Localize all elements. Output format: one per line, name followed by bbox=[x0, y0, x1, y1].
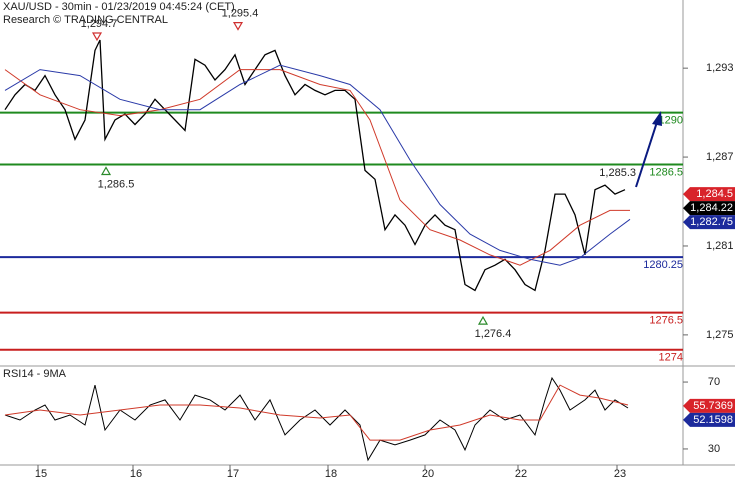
rsi-line bbox=[4, 376, 629, 462]
price-tag bbox=[683, 187, 735, 202]
low-marker bbox=[477, 315, 489, 325]
level-label: 1286.5 bbox=[649, 166, 683, 178]
rsi-title: RSI14 - 9MA bbox=[3, 368, 67, 380]
annotation: 1,285.3 bbox=[599, 167, 636, 179]
price-tag bbox=[683, 201, 735, 216]
moving-average bbox=[4, 69, 630, 266]
projection-arrow bbox=[635, 111, 662, 188]
chart-subtitle: Research © TRADING CENTRAL bbox=[3, 14, 168, 26]
level-label: 1280.25 bbox=[643, 259, 683, 271]
y-tick-label: 1,293 bbox=[706, 62, 734, 74]
y-tick-label: 1,281 bbox=[706, 240, 734, 252]
price-tag-label: 55.7369 bbox=[693, 400, 733, 412]
arrow-head bbox=[652, 111, 662, 126]
x-tick-label: 18 bbox=[325, 468, 337, 480]
x-tick-label: 17 bbox=[227, 468, 239, 480]
price-tag bbox=[683, 398, 735, 413]
price-tag-label: 52.1598 bbox=[693, 414, 733, 426]
x-tick-label: 15 bbox=[35, 468, 47, 480]
high-marker bbox=[91, 32, 103, 42]
rsi-average bbox=[4, 384, 629, 441]
x-tick-label: 22 bbox=[515, 468, 527, 480]
x-tick-label: 23 bbox=[614, 468, 626, 480]
price-tag-label: 1,282.75 bbox=[690, 216, 733, 228]
y-tick-label: 1,275 bbox=[706, 329, 734, 341]
y-tick-label: 1,287 bbox=[706, 151, 734, 163]
moving-average bbox=[4, 64, 631, 266]
x-tick-label: 16 bbox=[130, 468, 142, 480]
price-tag bbox=[683, 412, 735, 427]
rsi-y-tick-label: 30 bbox=[708, 443, 720, 455]
level-label: 1290 bbox=[659, 115, 683, 127]
price-tag-label: 1,284.5 bbox=[696, 188, 733, 200]
x-tick-label: 20 bbox=[422, 468, 434, 480]
price-tag bbox=[683, 215, 735, 230]
rsi-y-tick-label: 70 bbox=[708, 376, 720, 388]
price-tag-label: 1,284.22 bbox=[690, 202, 733, 214]
chart-title: XAU/USD - 30min - 01/23/2019 04:45:24 (C… bbox=[3, 1, 235, 13]
level-label: 1276.5 bbox=[649, 315, 683, 327]
annotation: 1,294.7 bbox=[81, 18, 118, 30]
annotation: 1,276.4 bbox=[475, 328, 512, 340]
annotation: 1,295.4 bbox=[222, 8, 259, 20]
low-marker bbox=[100, 166, 112, 176]
level-label: 1274 bbox=[659, 352, 683, 364]
price-line bbox=[4, 39, 626, 292]
high-marker bbox=[232, 21, 244, 31]
arrow-shaft bbox=[635, 121, 658, 188]
annotation: 1,286.5 bbox=[98, 178, 135, 190]
